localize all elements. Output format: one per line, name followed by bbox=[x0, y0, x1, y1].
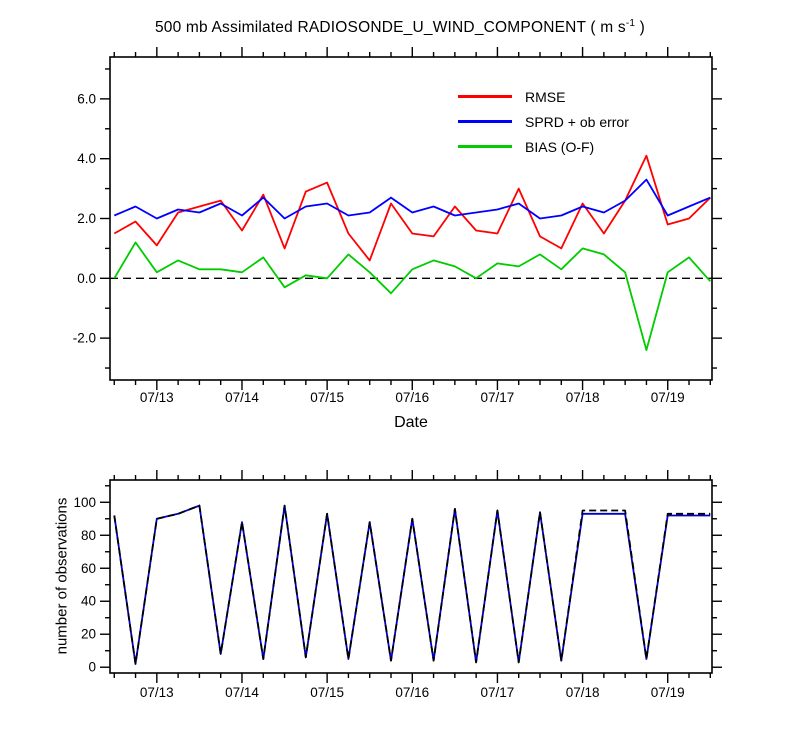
rmse-line-sample bbox=[458, 95, 512, 98]
x-tick-label: 07/18 bbox=[566, 685, 600, 700]
y-tick-label: 4.0 bbox=[77, 151, 96, 166]
x-tick-label: 07/17 bbox=[481, 685, 515, 700]
y-tick-label: 60 bbox=[81, 561, 96, 576]
x-tick-label: 07/15 bbox=[310, 685, 344, 700]
y-tick-label: 0.0 bbox=[77, 271, 96, 286]
x-tick-label: 07/19 bbox=[651, 685, 685, 700]
chart-title-suffix: ) bbox=[635, 19, 646, 37]
chart-title-superscript: -1 bbox=[625, 18, 636, 29]
x-tick-label: 07/13 bbox=[140, 390, 174, 405]
y-tick-label: 80 bbox=[81, 528, 96, 543]
plot-frame bbox=[109, 479, 713, 674]
chart-title: 500 mb Assimilated RADIOSONDE_U_WIND_COM… bbox=[0, 18, 800, 37]
chart-title-text: 500 mb Assimilated RADIOSONDE_U_WIND_COM… bbox=[154, 19, 626, 37]
top-panel: 07/13 07/14 07/15 07/16 07/17 07/18 07/19 -2.0 0… bbox=[73, 47, 722, 405]
x-tick-label: 07/18 bbox=[566, 390, 600, 405]
bottom-panel: 07/13 07/14 07/15 07/16 07/17 07/18 07/19 0 20 40… bbox=[73, 470, 722, 700]
legend-label-rmse: RMSE bbox=[525, 88, 566, 105]
sprd-ob-error-line bbox=[113, 178, 711, 220]
y-tick-label: 100 bbox=[73, 495, 96, 510]
y-tick-label: 0 bbox=[88, 660, 96, 675]
legend-label-sprd: SPRD + ob error bbox=[525, 113, 629, 130]
x-axis-title: Date bbox=[394, 414, 428, 431]
observations-dashed-line bbox=[113, 504, 711, 665]
bias-line-sample bbox=[458, 145, 512, 148]
x-tick-label: 07/16 bbox=[395, 390, 429, 405]
y-tick-label: 20 bbox=[81, 627, 96, 642]
y-tick-label: -2.0 bbox=[73, 331, 96, 346]
x-tick-label: 07/14 bbox=[225, 390, 259, 405]
x-tick-label: 07/14 bbox=[225, 685, 259, 700]
legend-label-bias: BIAS (O-F) bbox=[525, 138, 595, 155]
bottom-y-axis-title: number of observations bbox=[53, 497, 71, 655]
rmse-line bbox=[113, 154, 711, 262]
bias-o-f-line bbox=[113, 241, 711, 352]
legend-item-bias: BIAS (O-F) bbox=[458, 134, 629, 159]
y-tick-label: 6.0 bbox=[77, 91, 96, 106]
x-tick-label: 07/16 bbox=[395, 685, 429, 700]
x-tick-label: 07/13 bbox=[140, 685, 174, 700]
x-tick-label: 07/15 bbox=[310, 390, 344, 405]
y-tick-label: 2.0 bbox=[77, 211, 96, 226]
legend: RMSE SPRD + ob error BIAS (O-F) bbox=[458, 84, 629, 159]
y-tick-label: 40 bbox=[81, 594, 96, 609]
legend-item-sprd: SPRD + ob error bbox=[458, 109, 629, 134]
sprd-line-sample bbox=[458, 120, 512, 123]
x-tick-label: 07/19 bbox=[651, 390, 685, 405]
legend-item-rmse: RMSE bbox=[458, 84, 629, 109]
x-tick-label: 07/17 bbox=[481, 390, 515, 405]
